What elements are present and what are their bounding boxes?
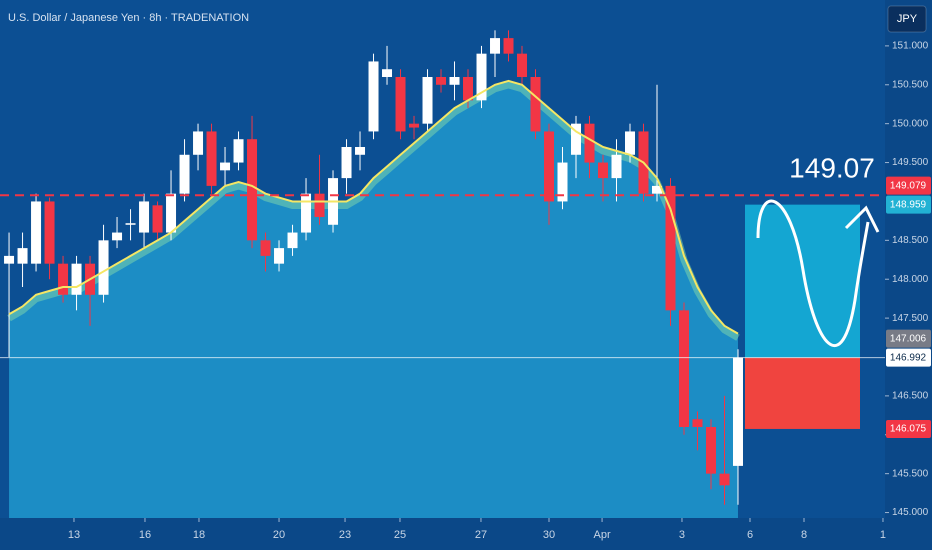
candle-body (598, 162, 609, 179)
x-tick-label: Apr (593, 529, 610, 541)
candle-body (368, 61, 379, 132)
x-tick-label: 27 (475, 529, 487, 541)
y-tick-label: 148.000 (892, 274, 929, 285)
candle-body (260, 240, 271, 256)
price-label-box (886, 329, 931, 348)
currency-button[interactable] (887, 5, 927, 33)
candle-body (139, 201, 150, 233)
candle-body (692, 419, 703, 427)
x-tick-label: 6 (747, 529, 753, 541)
candle-body (125, 223, 136, 225)
x-tick-label: 1 (880, 529, 886, 541)
candle-body (274, 248, 285, 264)
candle-body (287, 232, 298, 249)
x-axis-bar (0, 518, 885, 550)
y-tick-label: 145.000 (892, 507, 929, 518)
candle-body (395, 77, 406, 132)
candle-body (719, 473, 730, 486)
candle-body (732, 357, 743, 466)
candle-body (449, 77, 460, 85)
candle-body (247, 139, 258, 241)
y-tick-label: 151.000 (892, 41, 929, 52)
candle-body (31, 201, 42, 264)
projection-curve (756, 199, 870, 348)
candle-body (571, 123, 582, 155)
y-tick-label: 145.500 (892, 468, 929, 479)
candle-body (503, 38, 514, 54)
candle-body (382, 69, 393, 77)
candle-body (705, 427, 716, 474)
candle-body (17, 248, 28, 264)
x-tick-label: 30 (543, 529, 555, 541)
candle-body (98, 240, 109, 295)
candle-body (355, 147, 366, 155)
price-label: 146.075 (890, 424, 927, 435)
x-tick-label: 25 (394, 529, 406, 541)
candle-body (4, 255, 15, 264)
candle-body (233, 139, 244, 163)
price-label-box (886, 195, 931, 214)
candle-body (341, 147, 352, 179)
candle-body (665, 185, 676, 311)
price-label-box (886, 419, 931, 438)
candle-body (193, 131, 204, 155)
price-axis-bar (885, 0, 932, 550)
candle-body (409, 123, 420, 128)
candle-body (517, 53, 528, 77)
candle-body (557, 162, 568, 202)
chart-title: U.S. Dollar / Japanese Yen · 8h · TRADEN… (8, 12, 249, 24)
stop-zone (745, 357, 860, 429)
candle-body (152, 205, 163, 233)
candle-body (678, 310, 689, 427)
price-label: 146.992 (890, 352, 927, 363)
price-label-box (886, 348, 931, 367)
moving-average (8, 79, 739, 335)
candle-body (314, 193, 325, 217)
candle-body (611, 154, 622, 179)
x-tick-label: 13 (68, 529, 80, 541)
ma-area (9, 80, 738, 518)
candle-body (530, 77, 541, 132)
price-label: 148.959 (890, 199, 927, 210)
x-tick-label: 20 (273, 529, 285, 541)
y-tick-label: 150.500 (892, 79, 929, 90)
y-tick-label: 149.500 (892, 157, 929, 168)
price-label: 147.006 (890, 333, 927, 344)
candle-body (584, 123, 595, 163)
x-tick-label: 23 (339, 529, 351, 541)
candle-body (112, 232, 123, 241)
y-tick-label: 148.500 (892, 235, 929, 246)
plot-area (0, 30, 885, 518)
y-tick-label: 147.500 (892, 313, 929, 324)
candle-body (490, 38, 501, 54)
candle-body (44, 201, 55, 264)
x-tick-label: 8 (801, 529, 807, 541)
candle-body (463, 77, 474, 101)
annotation: 149.07 (789, 152, 875, 183)
candle-body (422, 77, 433, 124)
price-label: 149.079 (890, 180, 927, 191)
candle-body (625, 131, 636, 155)
x-tick-label: 16 (139, 529, 151, 541)
candle-body (476, 53, 487, 101)
y-tick-label: 146.500 (892, 391, 929, 402)
candle-body (58, 263, 69, 295)
target-zone (745, 204, 860, 358)
x-tick-label: 18 (193, 529, 205, 541)
y-tick-label: 150.000 (892, 118, 929, 129)
candle-body (220, 162, 231, 171)
candle-body (652, 185, 663, 194)
x-tick-label: 3 (679, 529, 685, 541)
candle-body (206, 131, 217, 186)
candle-body (301, 193, 312, 233)
candle-body (436, 77, 447, 85)
candle-body (71, 263, 82, 295)
candle-body (544, 131, 555, 202)
candle-body (179, 154, 190, 194)
price-label-box (886, 176, 931, 195)
candle-body (166, 193, 177, 233)
currency-button-label[interactable]: JPY (897, 13, 918, 25)
projection-arrow (844, 205, 880, 233)
